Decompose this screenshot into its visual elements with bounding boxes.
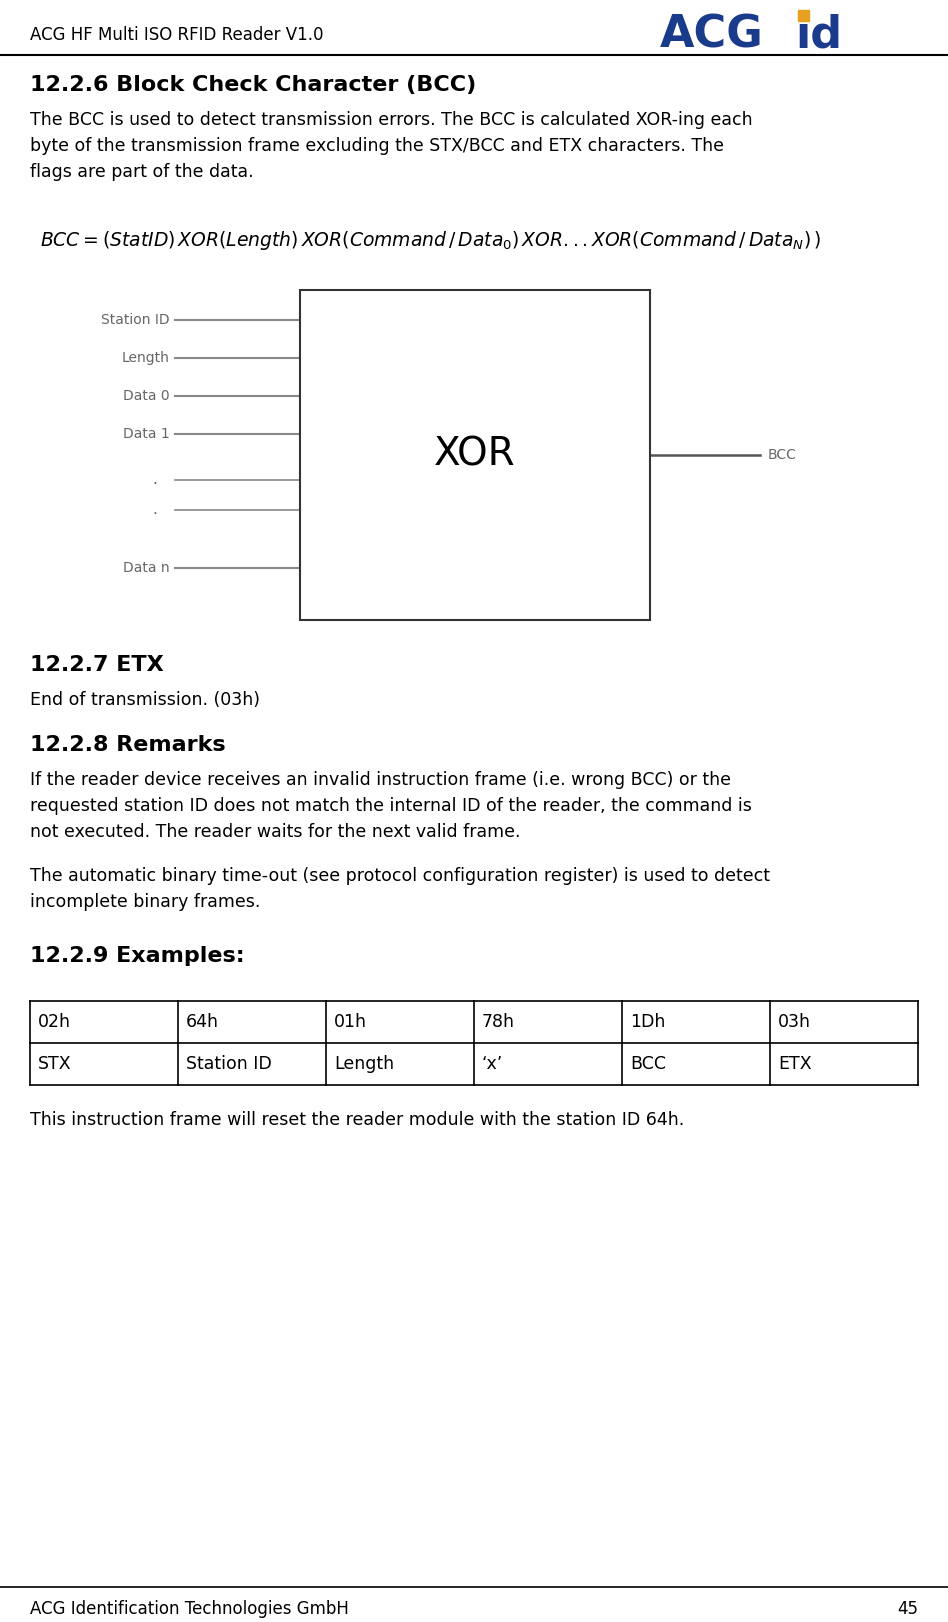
Text: This instruction frame will reset the reader module with the station ID 64h.: This instruction frame will reset the re… [30, 1111, 684, 1129]
Text: requested station ID does not match the internal ID of the reader, the command i: requested station ID does not match the … [30, 796, 752, 814]
Text: 01h: 01h [334, 1014, 367, 1032]
Text: 1Dh: 1Dh [630, 1014, 665, 1032]
Text: 03h: 03h [778, 1014, 811, 1032]
Text: Length: Length [334, 1054, 394, 1074]
Text: incomplete binary frames.: incomplete binary frames. [30, 894, 261, 912]
Text: byte of the transmission frame excluding the STX/BCC and ETX characters. The: byte of the transmission frame excluding… [30, 136, 724, 156]
Text: Length: Length [122, 350, 170, 365]
Text: Data 1: Data 1 [123, 427, 170, 441]
Bar [300, 290, 650, 620]
Text: The BCC is used to detect transmission errors. The BCC is calculated XOR-ing eac: The BCC is used to detect transmission e… [30, 110, 753, 130]
Text: 45: 45 [897, 1599, 918, 1619]
Text: ETX: ETX [778, 1054, 811, 1074]
Text: 12.2.9 Examples:: 12.2.9 Examples: [30, 946, 245, 967]
Text: id: id [795, 13, 842, 57]
Text: BCC: BCC [768, 448, 797, 462]
Text: ‘x’: ‘x’ [482, 1054, 503, 1074]
Text: ACG HF Multi ISO RFID Reader V1.0: ACG HF Multi ISO RFID Reader V1.0 [30, 26, 323, 44]
Text: 78h: 78h [482, 1014, 515, 1032]
Text: .: . [153, 472, 157, 488]
Text: End of transmission. (03h): End of transmission. (03h) [30, 691, 260, 709]
Text: 64h: 64h [186, 1014, 219, 1032]
Text: 02h: 02h [38, 1014, 71, 1032]
Text: The automatic binary time-out (see protocol configuration register) is used to d: The automatic binary time-out (see proto… [30, 868, 770, 886]
Text: Station ID: Station ID [186, 1054, 272, 1074]
Text: flags are part of the data.: flags are part of the data. [30, 162, 254, 182]
Text: .: . [153, 503, 157, 517]
Text: XOR: XOR [434, 436, 516, 474]
Text: Station ID: Station ID [101, 313, 170, 328]
Text: 12.2.8 Remarks: 12.2.8 Remarks [30, 735, 226, 754]
Text: STX: STX [38, 1054, 72, 1074]
Text: $\it{BCC} = \it{(StatID)}\,\it{XOR}\it{(Length)}\,\it{XOR}\it{(Command\,/\,Data_: $\it{BCC} = \it{(StatID)}\,\it{XOR}\it{(… [40, 229, 821, 251]
Text: If the reader device receives an invalid instruction frame (i.e. wrong BCC) or t: If the reader device receives an invalid… [30, 770, 731, 788]
Text: BCC: BCC [630, 1054, 666, 1074]
Text: 12.2.7 ETX: 12.2.7 ETX [30, 655, 164, 675]
Text: 12.2.6 Block Check Character (BCC): 12.2.6 Block Check Character (BCC) [30, 75, 476, 96]
Text: ACG Identification Technologies GmbH: ACG Identification Technologies GmbH [30, 1599, 349, 1619]
Text: Data 0: Data 0 [123, 389, 170, 402]
Text: not executed. The reader waits for the next valid frame.: not executed. The reader waits for the n… [30, 822, 520, 840]
Text: ACG: ACG [660, 13, 764, 57]
Text: Data n: Data n [123, 561, 170, 576]
Bar [798, 10, 809, 21]
